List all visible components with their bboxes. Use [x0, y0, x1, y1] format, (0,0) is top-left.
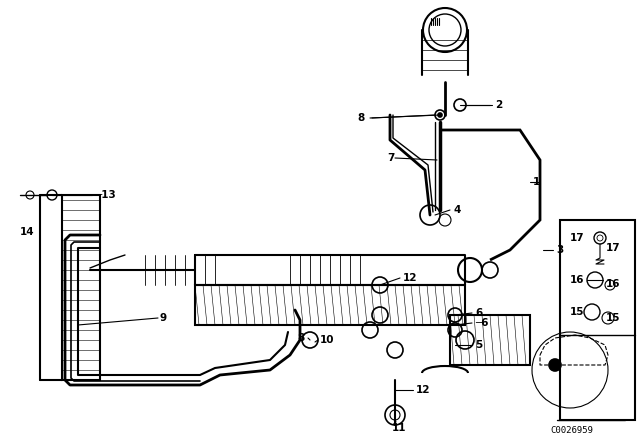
Text: 1: 1	[533, 177, 540, 187]
Bar	[450, 315, 530, 365]
Text: 4: 4	[453, 205, 460, 215]
Text: 12: 12	[403, 273, 417, 283]
Text: 11: 11	[392, 423, 406, 433]
Text: 8: 8	[357, 113, 364, 123]
Text: 9: 9	[160, 313, 167, 323]
Text: 7: 7	[387, 153, 394, 163]
Text: 3: 3	[556, 245, 563, 255]
Text: ─13: ─13	[95, 190, 116, 200]
Bar	[560, 220, 635, 420]
Text: 10: 10	[320, 335, 335, 345]
Circle shape	[438, 113, 442, 117]
Text: C0026959: C0026959	[550, 426, 593, 435]
Bar	[195, 285, 465, 325]
Text: 15: 15	[606, 313, 621, 323]
Text: 15: 15	[570, 307, 584, 317]
Bar	[62, 195, 100, 380]
Text: 5: 5	[475, 340, 483, 350]
Text: 12: 12	[416, 385, 431, 395]
Text: 2: 2	[495, 100, 502, 110]
Text: 8: 8	[297, 333, 304, 343]
Text: ─6: ─6	[475, 318, 488, 328]
Circle shape	[549, 359, 561, 371]
Text: 16: 16	[570, 275, 584, 285]
Text: 17: 17	[606, 243, 621, 253]
Text: 6: 6	[475, 308, 483, 318]
Text: 17: 17	[570, 233, 584, 243]
Text: 16: 16	[606, 279, 621, 289]
Text: 14: 14	[20, 227, 35, 237]
